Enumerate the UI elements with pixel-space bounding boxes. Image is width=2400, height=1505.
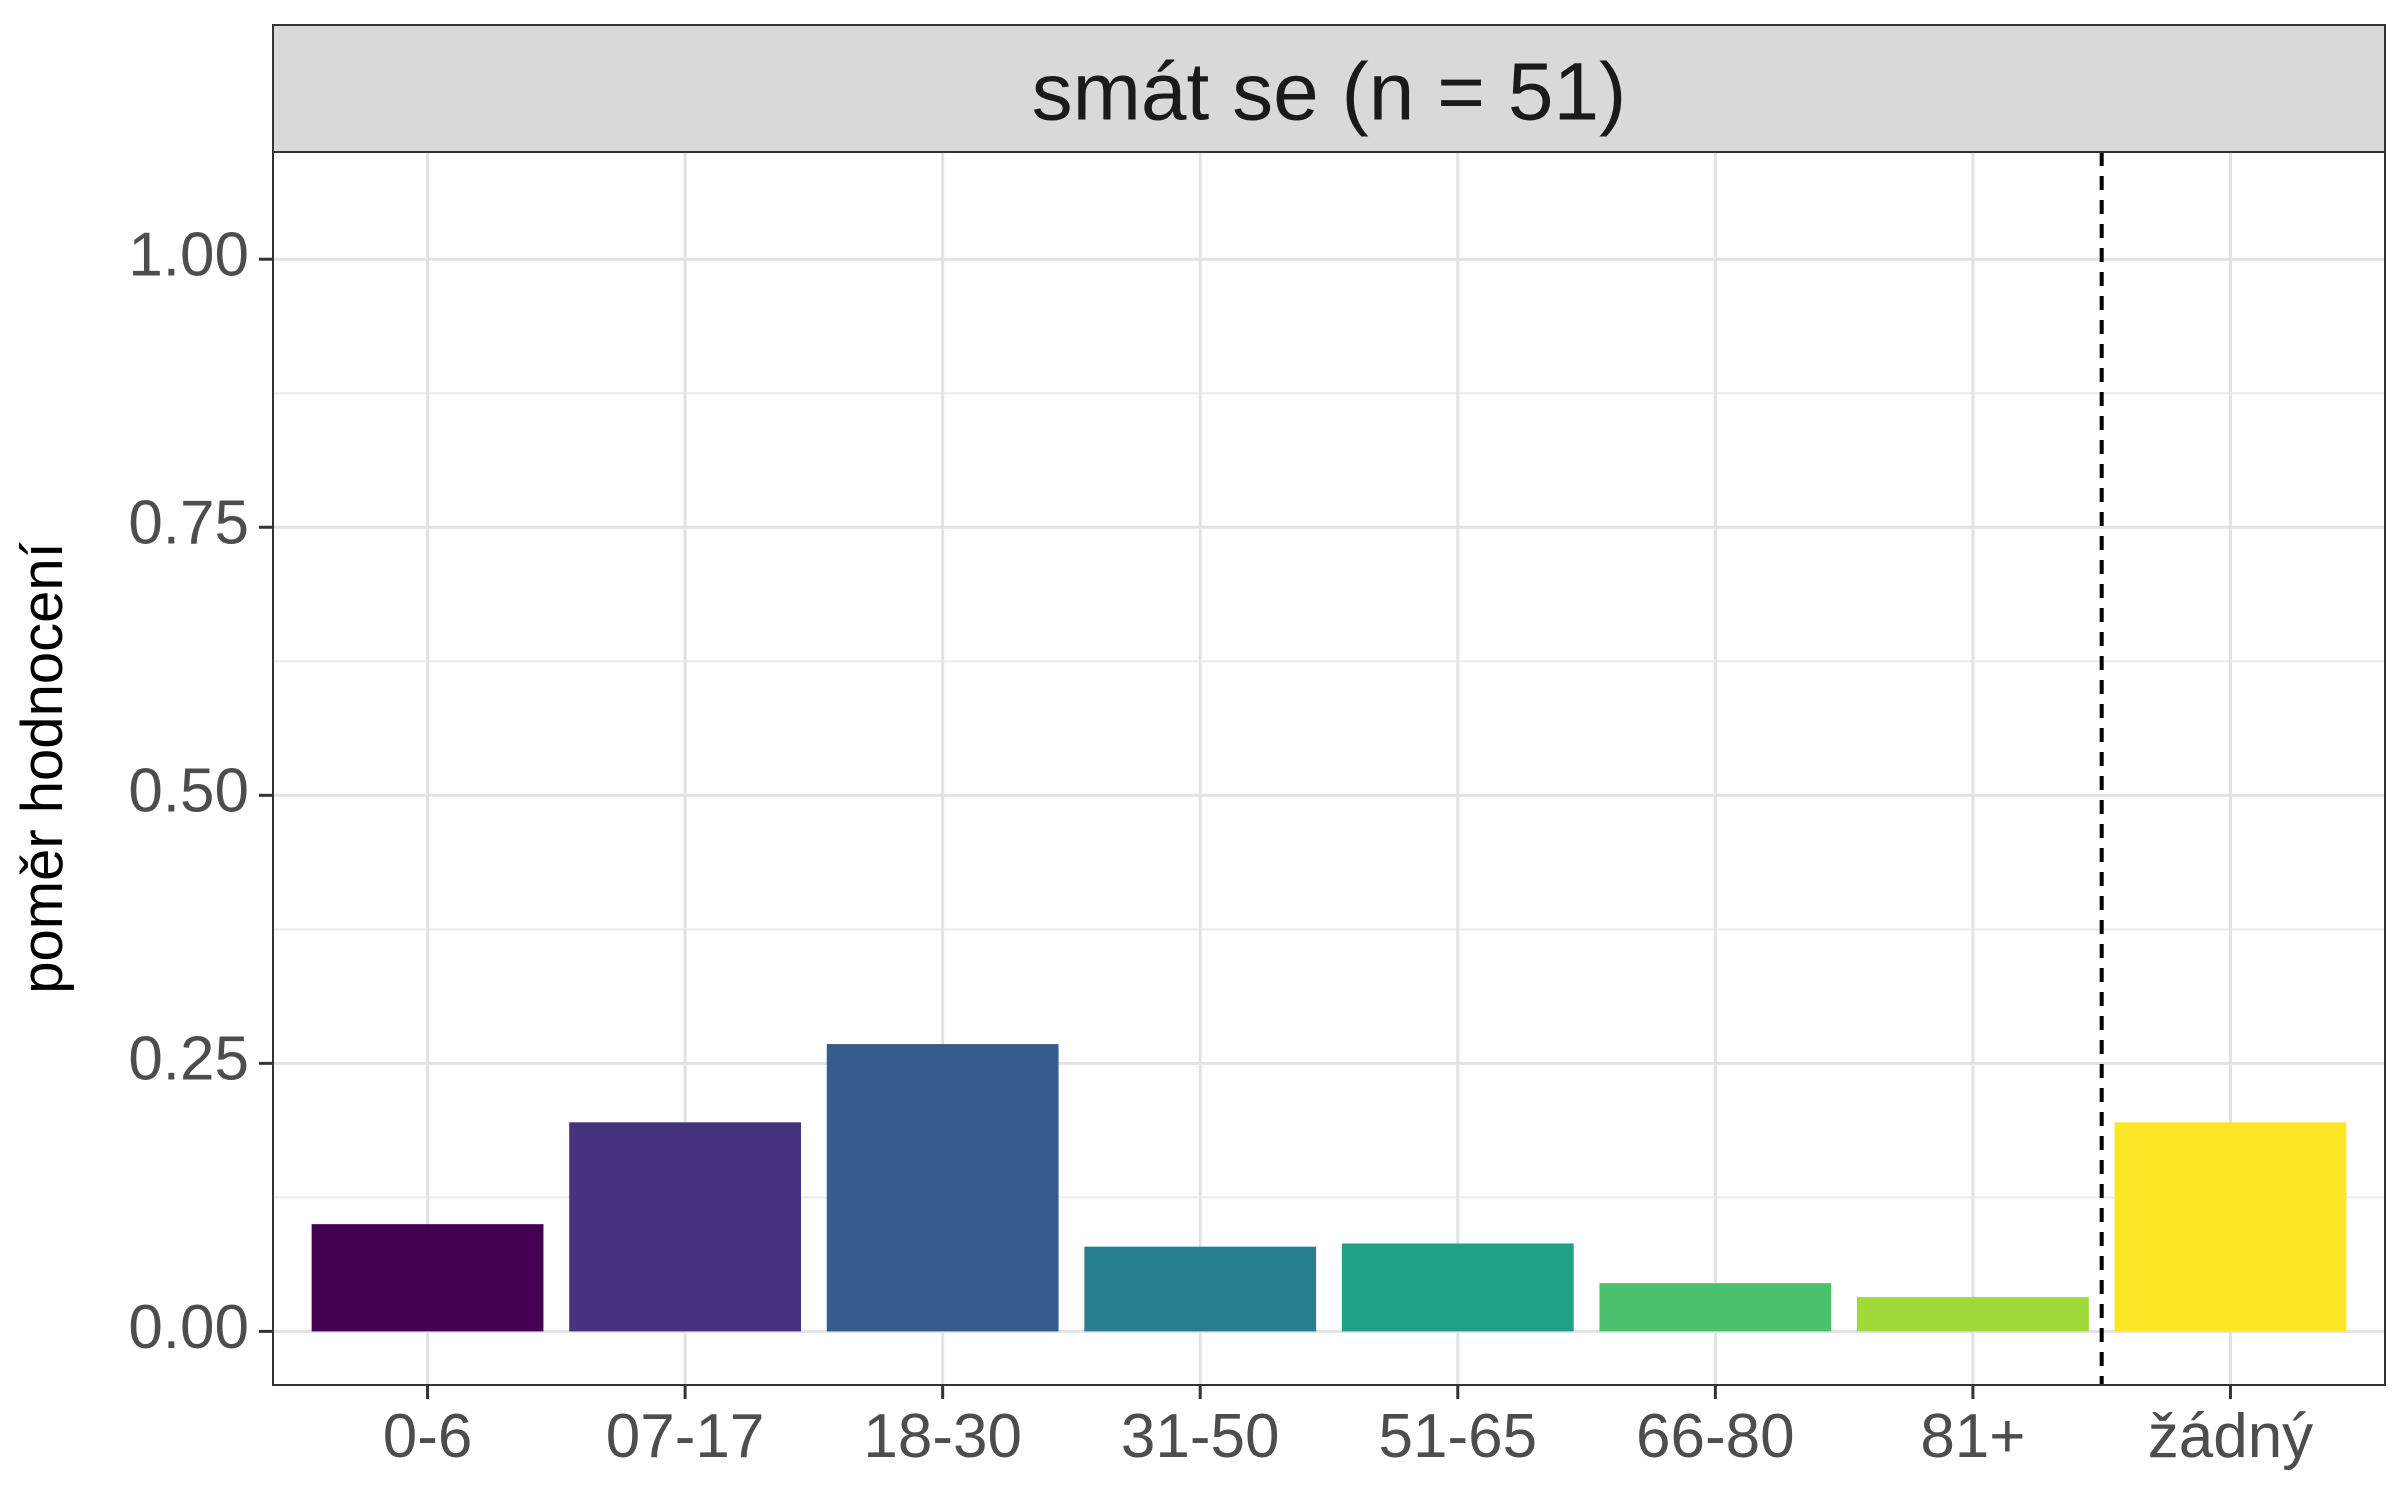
y-tick-label: 1.00 xyxy=(128,221,249,290)
bar-81+ xyxy=(1857,1297,2089,1332)
x-tick-label: žádný xyxy=(2148,1402,2313,1471)
bar-žádný xyxy=(2114,1122,2347,1332)
x-tick-label: 07-17 xyxy=(606,1402,765,1471)
y-axis: 0.00 0.25 0.50 0.75 1.00 xyxy=(128,221,273,1362)
bar-18-30 xyxy=(826,1044,1059,1332)
facet-strip xyxy=(272,24,2386,153)
y-axis-label: poměr hodnocení xyxy=(10,542,75,993)
x-tick-label: 0-6 xyxy=(383,1402,473,1471)
plot-panel-border xyxy=(272,151,2386,1386)
y-tick-label: 0.00 xyxy=(128,1293,249,1362)
bar-0-6 xyxy=(311,1224,544,1332)
x-tick-label: 81+ xyxy=(1920,1402,2025,1471)
x-tick-label: 51-65 xyxy=(1378,1402,1537,1471)
y-tick-label: 0.75 xyxy=(128,489,249,558)
bar-31-50 xyxy=(1084,1246,1317,1332)
bar-07-17 xyxy=(569,1122,801,1332)
facet-title: smát se (n = 51) xyxy=(1032,47,1627,138)
y-tick-label: 0.50 xyxy=(128,757,249,826)
x-tick-label: 31-50 xyxy=(1121,1402,1280,1471)
bar-51-65 xyxy=(1341,1243,1574,1332)
grid-lines xyxy=(273,152,2385,1385)
bar-66-80 xyxy=(1599,1283,1832,1332)
y-tick-label: 0.25 xyxy=(128,1025,249,1094)
bars xyxy=(311,1044,2347,1332)
x-axis: 0-6 07-17 18-30 31-50 51-65 66-80 81+ žádný xyxy=(383,1385,2313,1471)
x-tick-label: 66-80 xyxy=(1636,1402,1795,1471)
x-tick-label: 18-30 xyxy=(863,1402,1022,1471)
